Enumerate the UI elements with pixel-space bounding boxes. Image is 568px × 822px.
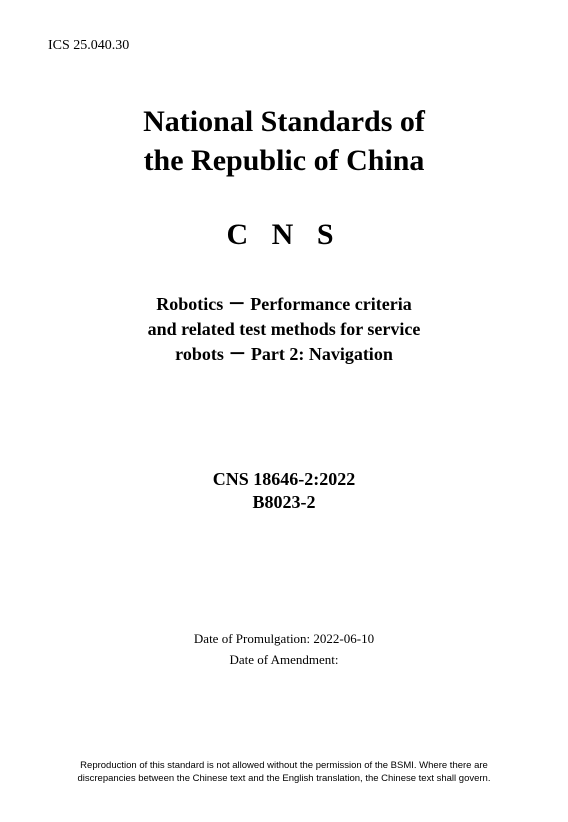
subtitle-line-2: and related test methods for service <box>68 317 500 342</box>
ics-code: ICS 25.040.30 <box>48 38 520 54</box>
subtitle-line-1: Robotics － Performance criteria <box>68 292 500 317</box>
title-line-2: the Republic of China <box>48 141 520 180</box>
footer-line-2: discrepancies between the Chinese text a… <box>48 773 520 786</box>
subtitle: Robotics － Performance criteria and rela… <box>48 292 520 368</box>
title-line-1: National Standards of <box>48 102 520 141</box>
dates-block: Date of Promulgation: 2022-06-10 Date of… <box>48 629 520 671</box>
main-title: National Standards of the Republic of Ch… <box>48 102 520 180</box>
standard-number-line-2: B8023-2 <box>48 491 520 514</box>
cns-acronym: C N S <box>48 218 520 252</box>
standard-number-line-1: CNS 18646-2:2022 <box>48 468 520 491</box>
footer-note: Reproduction of this standard is not all… <box>48 760 520 786</box>
standard-number: CNS 18646-2:2022 B8023-2 <box>48 468 520 515</box>
subtitle-line-3: robots － Part 2: Navigation <box>68 342 500 367</box>
date-promulgation: Date of Promulgation: 2022-06-10 <box>48 629 520 650</box>
footer-line-1: Reproduction of this standard is not all… <box>48 760 520 773</box>
date-amendment: Date of Amendment: <box>48 650 520 671</box>
